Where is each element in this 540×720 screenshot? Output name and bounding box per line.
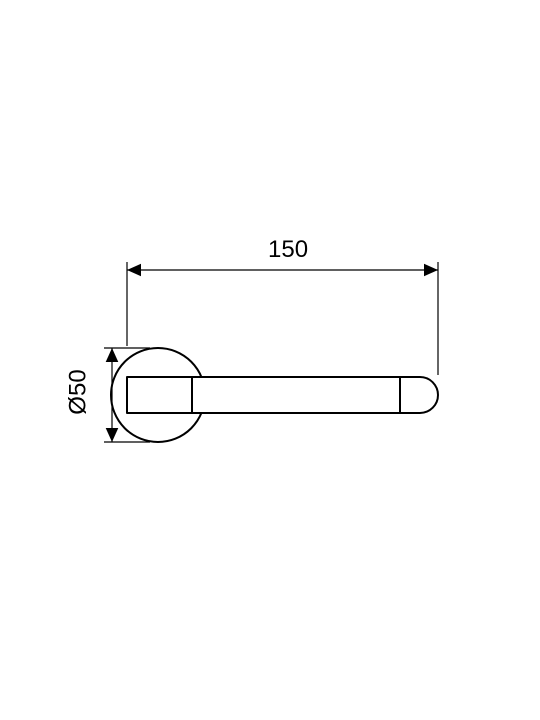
dim-length-label: 150: [268, 236, 308, 264]
handle-drawing: [0, 0, 540, 720]
drawing-canvas: 150 Ø50: [0, 0, 540, 720]
dim-diameter-label: Ø50: [65, 369, 93, 414]
